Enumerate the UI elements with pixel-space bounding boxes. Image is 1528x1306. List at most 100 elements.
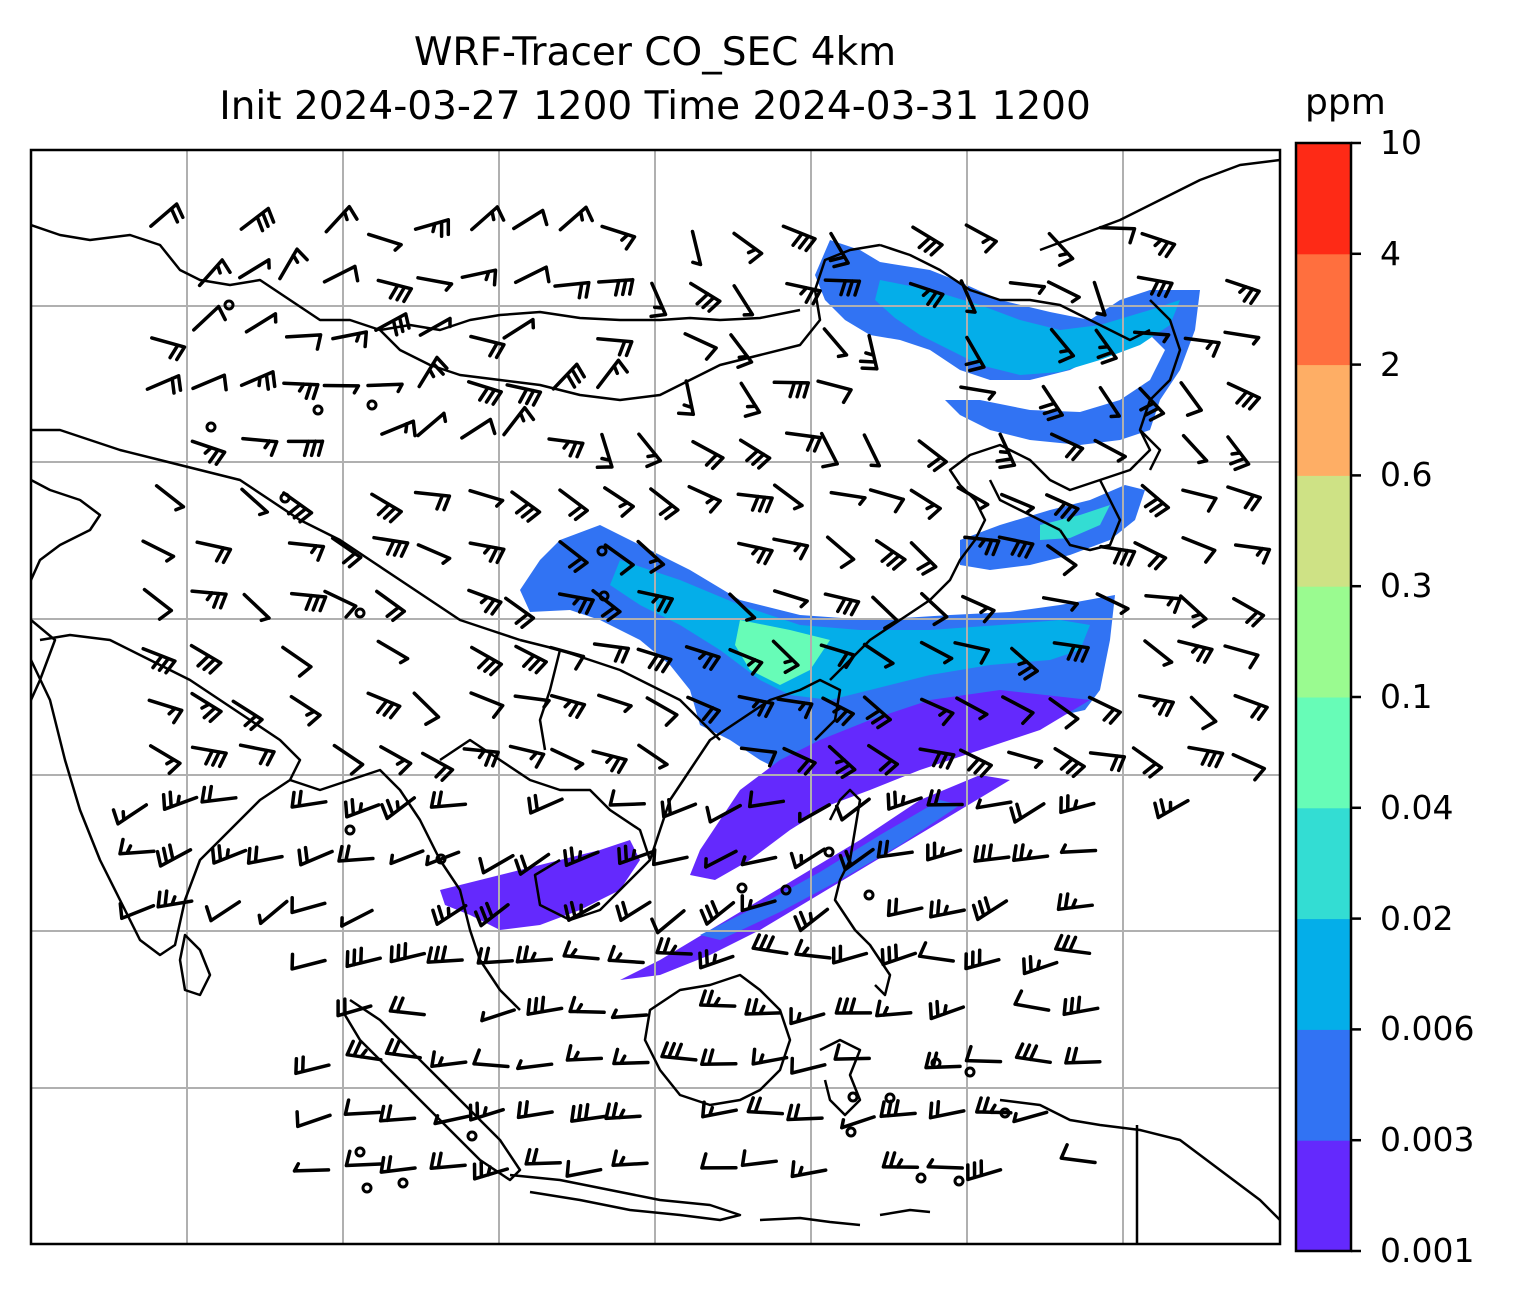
coast-philippines xyxy=(828,788,892,997)
wind-barb xyxy=(568,995,606,1015)
wind-barb xyxy=(879,1099,917,1119)
map-title-line-1: WRF-Tracer CO_SEC 4km xyxy=(413,30,897,75)
wind-barb xyxy=(699,900,736,926)
coast-sulawesi xyxy=(819,1038,862,1117)
wind-barb xyxy=(469,691,505,719)
wind-barb xyxy=(469,334,506,360)
wind-barb xyxy=(290,789,328,809)
wind-barb xyxy=(1233,693,1269,721)
colorbar-segment xyxy=(1296,586,1351,698)
wind-barb xyxy=(416,411,448,438)
wind-barb xyxy=(660,1041,698,1062)
wind-barb xyxy=(911,225,944,257)
wind-barb xyxy=(1041,596,1079,612)
wind-barb xyxy=(366,232,403,252)
wind-barb xyxy=(512,208,549,231)
wind-barb xyxy=(995,432,1017,470)
wind-barb xyxy=(926,1158,964,1170)
wind-barb xyxy=(413,490,452,512)
coastlines xyxy=(31,158,1280,1244)
colorbar xyxy=(1294,141,1361,1253)
wind-barb xyxy=(909,541,938,576)
wind-barb xyxy=(430,1050,468,1069)
wind-barb xyxy=(426,945,464,964)
wind-barb xyxy=(161,790,199,811)
wind-barb xyxy=(192,304,227,332)
wind-barb xyxy=(195,540,233,565)
coast-china-east xyxy=(829,429,1152,681)
coast-russia-north xyxy=(1039,158,1280,252)
wind-barb xyxy=(549,693,587,719)
wind-barb xyxy=(964,948,1001,971)
wind-barb xyxy=(600,224,637,251)
wind-barb xyxy=(591,749,628,775)
wind-barb xyxy=(191,373,228,392)
wind-barb xyxy=(615,900,652,923)
coast-srilanka xyxy=(178,933,212,997)
wind-barb xyxy=(919,697,955,727)
wind-barb xyxy=(380,419,417,438)
wind-barb xyxy=(781,224,817,253)
wind-barb xyxy=(1059,843,1098,855)
wind-barb xyxy=(470,645,504,677)
wind-barb xyxy=(868,488,906,514)
wind-barb xyxy=(142,587,174,621)
wind-barb xyxy=(1179,381,1203,417)
wind-barb xyxy=(1013,989,1051,1012)
wind-barb xyxy=(728,592,757,622)
wind-barb xyxy=(737,694,775,719)
wind-barb xyxy=(1131,746,1164,779)
colorbar-segment xyxy=(1296,807,1351,920)
wind-barb xyxy=(389,849,425,866)
wind-barb xyxy=(1046,544,1078,577)
colorbar-tick-label: 0.006 xyxy=(1380,1009,1475,1049)
wind-barb xyxy=(1048,697,1080,730)
wind-barb xyxy=(1143,639,1174,667)
wind-barb xyxy=(823,592,861,617)
wind-barb xyxy=(467,588,503,616)
wind-barb xyxy=(513,694,551,709)
wind-barb xyxy=(1014,1042,1052,1065)
wind-barb xyxy=(433,1114,471,1126)
wind-barb xyxy=(1233,543,1272,565)
wind-barb xyxy=(149,202,185,228)
wind-barb xyxy=(786,1103,824,1122)
wind-barb xyxy=(1138,386,1166,422)
wind-barb xyxy=(343,798,381,819)
colorbar-segment xyxy=(1296,253,1351,366)
wind-barb xyxy=(418,316,452,337)
wind-barbs xyxy=(111,202,1272,1182)
wind-barb xyxy=(514,852,551,876)
wind-barb xyxy=(597,277,635,297)
wind-barb xyxy=(429,790,468,809)
wind-barb xyxy=(1022,955,1059,976)
wind-barb xyxy=(686,695,721,724)
wind-barb xyxy=(596,358,629,390)
wind-barb xyxy=(886,897,924,918)
wind-barb xyxy=(1098,225,1137,245)
wind-barb xyxy=(468,541,506,565)
wind-barb xyxy=(111,803,149,826)
wind-barb xyxy=(1059,794,1096,815)
wind-barb xyxy=(284,333,323,351)
wind-barb xyxy=(294,1055,331,1076)
wind-barb xyxy=(1038,384,1064,422)
wind-barb xyxy=(611,1149,649,1168)
wind-barb xyxy=(690,229,703,267)
wind-barb xyxy=(468,1101,505,1122)
wind-barb xyxy=(1183,336,1221,358)
wind-barb xyxy=(687,484,722,514)
wind-barb xyxy=(649,281,668,319)
wind-barb xyxy=(379,745,413,776)
wind-barb xyxy=(592,642,631,664)
wind-barb xyxy=(558,205,594,232)
wind-barb xyxy=(460,268,498,287)
border-mongolia xyxy=(379,243,881,402)
map-panel xyxy=(31,150,1280,1244)
wind-barb xyxy=(289,694,322,727)
wind-barb xyxy=(875,999,913,1018)
wind-barb xyxy=(472,1160,510,1181)
wind-barb xyxy=(1187,745,1225,769)
wind-barb xyxy=(740,1149,778,1168)
wind-barb xyxy=(241,436,279,457)
